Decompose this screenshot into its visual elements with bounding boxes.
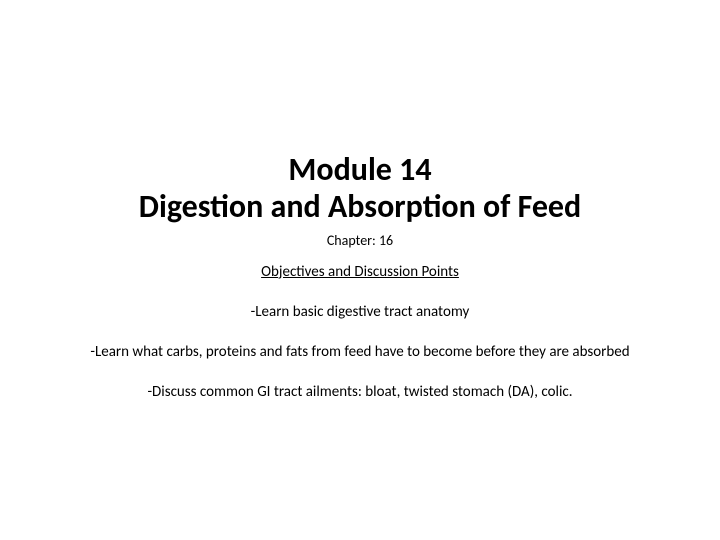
title-line-1: Module 14 bbox=[139, 152, 581, 189]
chapter-label: Chapter: 16 bbox=[327, 232, 393, 249]
slide-title: Module 14 Digestion and Absorption of Fe… bbox=[139, 152, 581, 226]
objective-bullet: -Discuss common GI tract ailments: bloat… bbox=[147, 383, 572, 401]
slide-container: Module 14 Digestion and Absorption of Fe… bbox=[0, 0, 720, 540]
objective-bullet: -Learn basic digestive tract anatomy bbox=[251, 303, 470, 321]
objective-bullet: -Learn what carbs, proteins and fats fro… bbox=[90, 343, 629, 361]
objectives-heading: Objectives and Discussion Points bbox=[261, 263, 459, 281]
title-line-2: Digestion and Absorption of Feed bbox=[139, 189, 581, 226]
